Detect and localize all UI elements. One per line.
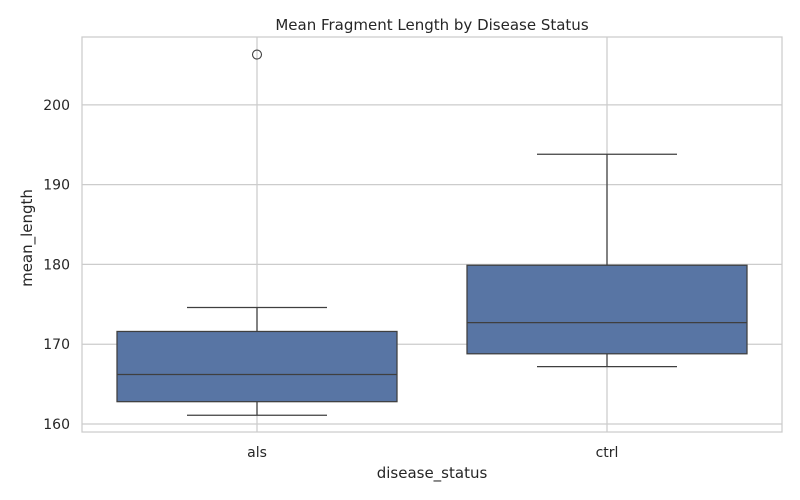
outlier-point <box>251 49 263 60</box>
y-tick-label: 190 <box>43 178 70 194</box>
box-ctrl <box>466 153 748 368</box>
chart-title: Mean Fragment Length by Disease Status <box>275 16 588 34</box>
y-tick-label: 200 <box>43 98 70 114</box>
box-iqr <box>116 330 398 403</box>
plot-area-frame <box>81 36 783 433</box>
x-tick-label: als <box>247 445 267 461</box>
y-axis-label: mean_length <box>18 189 37 287</box>
y-tick-label: 160 <box>43 417 70 433</box>
boxes <box>116 49 748 416</box>
y-tick-label: 170 <box>43 337 70 353</box>
x-tick-label: ctrl <box>596 445 619 461</box>
box-iqr <box>466 264 748 355</box>
y-tick-labels: 160 170 180 190 200 <box>43 98 70 433</box>
x-tick-labels: als ctrl <box>247 445 618 461</box>
box-als <box>116 49 398 416</box>
y-tick-label: 180 <box>43 257 70 273</box>
x-axis-label: disease_status <box>377 464 488 483</box>
